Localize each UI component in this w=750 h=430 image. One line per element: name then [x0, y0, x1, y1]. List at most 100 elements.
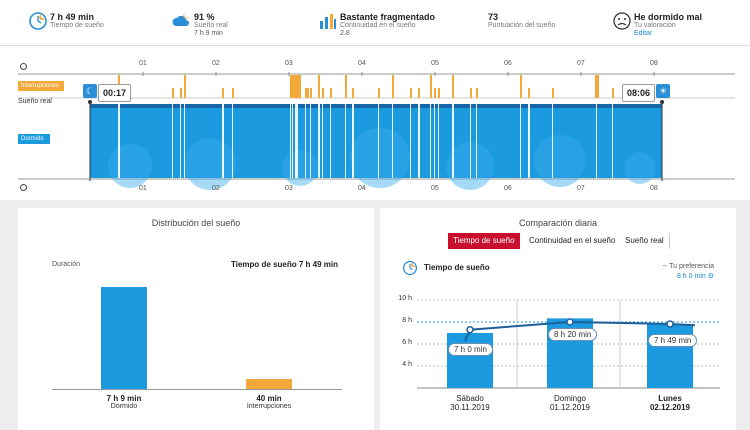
clock-moon-icon [29, 12, 47, 30]
bar-value-pill: 8 h 20 min [548, 328, 598, 342]
x-day-label: Sábado [456, 394, 484, 403]
card-title: Comparación diaria [518, 218, 598, 228]
wake-gap [322, 104, 323, 178]
tab-sleep-time[interactable]: Tiempo de sueño [448, 233, 520, 249]
bar-value: 7 h 9 min [106, 394, 142, 403]
trend-point [566, 318, 574, 326]
interruption-mark [297, 75, 301, 98]
interruption-mark [184, 75, 186, 98]
wake-gap [410, 104, 411, 178]
sun-icon: ☀ [656, 84, 670, 98]
hour-tick-bottom: 07 [577, 185, 585, 192]
stat-label: Tiempo de sueño [50, 22, 104, 29]
bar-name: Dormido [110, 403, 138, 410]
interruption-mark [378, 88, 380, 98]
interruption-mark [392, 75, 394, 98]
stat-continuity: Bastante fragmentado Continuidad en el s… [318, 0, 468, 45]
sleep-timeline: Interrupciones Sueño real Dormido ☾ 00:1… [0, 45, 750, 200]
interruption-mark [595, 75, 599, 98]
decor-cloud [184, 138, 236, 190]
edit-rating-link[interactable]: Editar [634, 30, 653, 37]
label-interruptions: Interrupciones [18, 81, 64, 91]
preference-value-text: 8 h 0 min [676, 273, 706, 280]
hour-tick-bottom: 03 [285, 185, 293, 192]
hour-tick-top: 05 [431, 60, 439, 67]
clock-icon [20, 63, 27, 70]
decor-cloud [350, 128, 410, 188]
x-category-label: Domingo 01.12.2019 [525, 394, 615, 412]
wake-gap [305, 104, 306, 178]
stat-label: Puntuación del sueño [488, 22, 556, 29]
wake-gap [434, 104, 435, 178]
wake-gap [180, 104, 181, 178]
start-time: 00:17 [98, 84, 132, 102]
wake-gap [418, 104, 420, 178]
decor-cloud [624, 152, 656, 184]
bar-asleep [101, 287, 147, 389]
total-sleep-label: Tiempo de sueño 7 h 49 min [231, 260, 338, 269]
x-category-label: Lunes 02.12.2019 [625, 394, 715, 412]
timeline-graphic [18, 72, 735, 190]
decor-cloud [282, 150, 318, 186]
wake-gap [520, 104, 521, 178]
baseline [52, 389, 342, 390]
wake-gap [295, 104, 297, 178]
interruption-mark [290, 75, 298, 98]
label-real-sleep: Sueño real [18, 98, 52, 105]
hour-tick-top: 06 [504, 60, 512, 67]
hour-tick-bottom: 06 [504, 185, 512, 192]
wake-gap [352, 104, 354, 178]
y-tick-label: 4 h [402, 361, 412, 368]
wake-gap [552, 104, 553, 178]
asleep-block [90, 108, 662, 178]
interruption-mark [172, 88, 174, 98]
interruption-mark [452, 75, 454, 98]
interruption-mark [470, 88, 472, 98]
comparison-card: Comparación diaria Tiempo de sueño Conti… [380, 208, 736, 430]
x-day-label: Domingo [553, 394, 586, 403]
bar-value-pill: 7 h 0 min [448, 343, 493, 356]
cloud-moon-icon [172, 13, 189, 26]
wake-gap [528, 104, 530, 178]
start-dot [88, 100, 92, 104]
trend-point [466, 325, 474, 334]
stat-detail: 2.8 [340, 30, 350, 37]
wake-gap [222, 104, 224, 178]
decor-cloud [108, 144, 152, 188]
stat-value: 7 h 49 min [50, 12, 95, 22]
wake-gap [297, 104, 298, 178]
stat-real-sleep: 91 % Sueño real 7 h 9 min [172, 0, 292, 45]
y-tick-label: 6 h [402, 339, 412, 346]
interruption-mark [352, 88, 354, 98]
wake-gap [172, 104, 173, 178]
stat-detail: 7 h 9 min [194, 30, 223, 37]
hour-tick-top: 03 [285, 60, 293, 67]
decor-cloud [534, 135, 586, 187]
clock-icon [20, 184, 27, 191]
hour-tick-top: 01 [139, 60, 147, 67]
stat-score: 73 Puntuación del sueño [466, 0, 586, 45]
interruption-mark [430, 75, 432, 98]
clock-moon-icon [402, 260, 418, 276]
interruption-mark [528, 88, 530, 98]
wake-gap [430, 104, 431, 178]
hour-tick-top: 07 [577, 60, 585, 67]
end-dot [660, 100, 664, 104]
interruption-mark [410, 88, 412, 98]
stat-value: He dormido mal [634, 12, 703, 22]
stat-label: Tu valoración [634, 22, 676, 29]
tab-real-sleep[interactable]: Sueño real [620, 233, 670, 249]
interruption-mark [222, 88, 224, 98]
y-tick-label: 10 h [398, 295, 412, 302]
stat-value: 91 % [194, 12, 215, 22]
bar-value: 40 min [256, 394, 282, 403]
wake-gap [596, 104, 597, 178]
interruption-mark [305, 88, 309, 98]
bars-icon [320, 14, 336, 29]
stat-value: 73 [488, 12, 499, 22]
wake-gap [118, 104, 120, 178]
preference-value[interactable]: 8 h 0 min ⚙ [676, 273, 714, 280]
wake-gap [184, 104, 185, 178]
wake-gap [612, 104, 613, 178]
interruption-mark [612, 88, 614, 98]
